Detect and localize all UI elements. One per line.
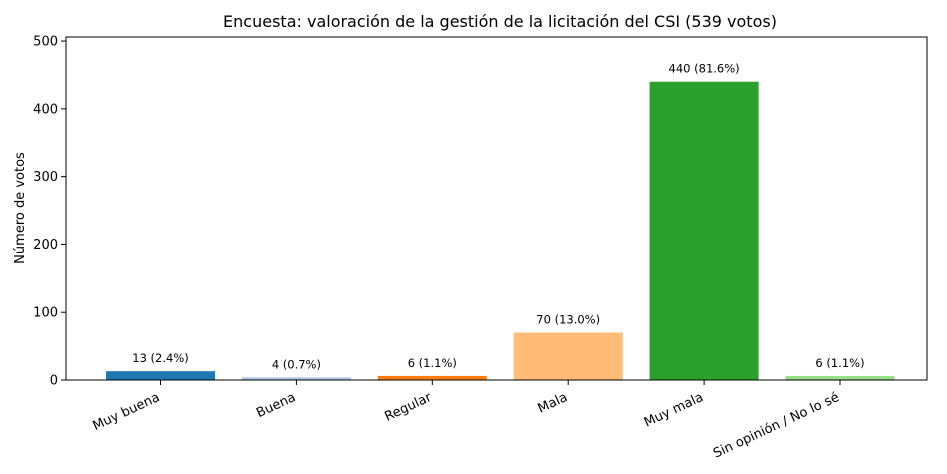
x-tick-label: Buena bbox=[254, 390, 298, 421]
data-label: 6 (1.1%) bbox=[815, 356, 864, 370]
y-axis-label: Número de votos bbox=[13, 152, 28, 264]
y-tick-label: 400 bbox=[33, 102, 58, 117]
bar-4 bbox=[513, 332, 623, 380]
data-label: 70 (13.0%) bbox=[536, 313, 600, 327]
plot-area-frame bbox=[65, 36, 928, 381]
data-label: 4 (0.7%) bbox=[272, 357, 321, 371]
y-tick-label: 300 bbox=[33, 170, 58, 185]
data-label: 6 (1.1%) bbox=[408, 356, 457, 370]
x-tick-label: Muy buena bbox=[91, 390, 163, 434]
bar-6 bbox=[785, 375, 895, 380]
chart-title: Encuesta: valoración de la gestión de la… bbox=[223, 12, 777, 31]
y-tick-label: 0 bbox=[50, 374, 58, 389]
bar-3 bbox=[377, 375, 487, 380]
data-label: 440 (81.6%) bbox=[669, 62, 740, 76]
y-tick-label: 500 bbox=[33, 35, 58, 50]
x-tick-label: Sin opinión / No lo sé bbox=[711, 390, 842, 462]
x-tick-label: Regular bbox=[382, 390, 434, 425]
bar-5 bbox=[649, 81, 759, 380]
bar-2 bbox=[241, 377, 351, 380]
y-tick-label: 100 bbox=[33, 306, 58, 321]
bar-1 bbox=[106, 371, 215, 380]
data-label: 13 (2.4%) bbox=[132, 351, 188, 365]
y-tick-label: 200 bbox=[33, 238, 58, 253]
x-tick-label: Muy mala bbox=[642, 390, 706, 430]
x-tick-label: Mala bbox=[536, 390, 570, 417]
